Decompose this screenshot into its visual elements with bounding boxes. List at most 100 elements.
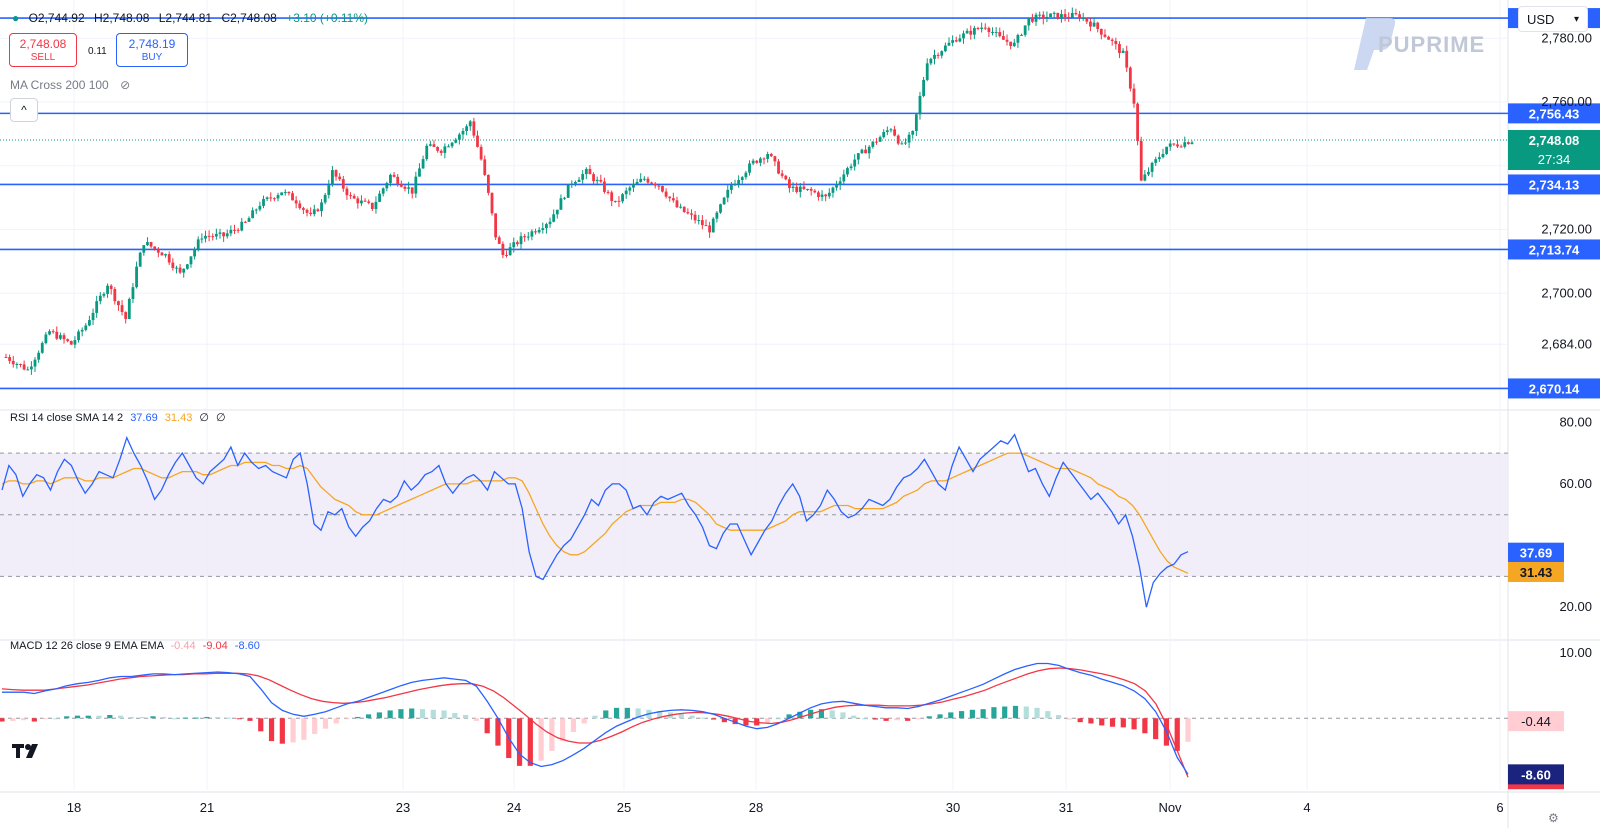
candle-body — [418, 168, 421, 177]
candle-body — [914, 114, 918, 131]
candle-body — [26, 369, 30, 371]
macd-hist-bar — [1142, 718, 1148, 734]
candle-body — [236, 229, 240, 231]
rsi-pane: 37.69 31.43 — [0, 433, 1564, 608]
candle-body — [77, 331, 80, 341]
candle-body — [780, 173, 784, 176]
candle-body — [1085, 17, 1089, 22]
macd-hist-bar — [1045, 711, 1051, 719]
macd-hist-bar — [1012, 705, 1019, 719]
time-tick-label: 18 — [67, 800, 81, 815]
candle-body — [918, 95, 922, 115]
candle-body — [791, 186, 795, 188]
macd-hist-bar — [711, 718, 717, 720]
candle-body — [809, 188, 813, 191]
macd-hist-bar — [797, 711, 803, 719]
macd-hist-bar — [0, 718, 5, 722]
candle-body — [106, 285, 109, 294]
candle-body — [120, 305, 124, 313]
candle-body — [1038, 14, 1042, 16]
candle-body — [853, 159, 857, 167]
candle-body — [214, 233, 218, 237]
candle-body — [1118, 44, 1121, 53]
candle-body — [773, 156, 777, 162]
rsi-tick-label: 80.00 — [1559, 414, 1592, 429]
candle-body — [189, 256, 193, 265]
macd-hist-bar — [980, 709, 986, 719]
candle-body — [109, 285, 113, 290]
candle-body — [160, 252, 164, 256]
candle-body — [399, 184, 403, 187]
sell-button[interactable]: 2,748.08 SELL — [9, 33, 77, 67]
candle-body — [722, 197, 726, 205]
price-tick-label: 2,780.00 — [1541, 30, 1592, 45]
macd-hist-bar — [969, 709, 975, 719]
candle-body — [893, 129, 896, 136]
last-price-tag — [1508, 129, 1600, 170]
ohlc-high: H2,748.08 — [93, 11, 150, 25]
candle-body — [592, 174, 595, 182]
candle-body — [497, 237, 501, 244]
macd-title: MACD 12 26 close 9 EMA EMA — [10, 640, 164, 652]
candle-body — [1089, 21, 1092, 27]
macd-hist-bar — [818, 709, 825, 719]
macd-hist-bar — [948, 712, 954, 719]
macd-hist-bar — [268, 718, 275, 742]
macd-hist-bar — [538, 718, 544, 761]
candle-body — [1070, 12, 1074, 18]
currency-select[interactable]: USD ▾ — [1518, 6, 1588, 32]
candle-body — [675, 200, 679, 208]
candle-body — [650, 182, 653, 184]
candle-body — [222, 232, 226, 237]
candle-body — [1034, 14, 1038, 22]
macd-hist-bar — [872, 718, 878, 720]
collapse-button[interactable]: ^ — [10, 98, 38, 122]
settings-gear-icon[interactable]: ⚙ — [1548, 811, 1559, 825]
candle-body — [33, 359, 37, 367]
candle-body — [827, 192, 831, 197]
ohlc-readout: ● O2,744.92 H2,748.08 L2,744.81 C2,748.0… — [12, 11, 374, 25]
candle-body — [682, 206, 686, 213]
candle-body — [856, 153, 860, 160]
macd-hist-bar — [516, 718, 523, 766]
candle-body — [813, 190, 817, 193]
candle-body — [1128, 67, 1132, 89]
macd-hist-tag — [1508, 711, 1564, 732]
macd-hist-bar — [613, 707, 620, 719]
candle-body — [574, 181, 577, 184]
macd-hist-bar — [31, 718, 37, 722]
macd-hist-bar — [215, 716, 221, 719]
candle-body — [795, 186, 799, 192]
candle-body — [472, 121, 476, 136]
candle-body — [1121, 50, 1125, 53]
candle-body — [454, 139, 458, 143]
candle-body — [766, 154, 770, 159]
candle-body — [940, 51, 944, 56]
level-tag — [1508, 174, 1600, 195]
macd-hist-bar — [225, 717, 232, 719]
macd-hist-bar — [689, 715, 695, 719]
candle-body — [907, 134, 911, 143]
candle-body — [820, 194, 824, 197]
candle-body — [1045, 16, 1049, 19]
candle-body — [439, 150, 443, 153]
candle-body — [958, 38, 962, 42]
candle-body — [817, 192, 820, 197]
candle-body — [204, 235, 207, 239]
candle-body — [849, 166, 853, 169]
macd-hist-bar — [365, 714, 372, 719]
candle-body — [1016, 35, 1020, 43]
candle-body — [668, 196, 672, 199]
candle-body — [367, 201, 371, 203]
candle-body — [998, 32, 1002, 37]
macd-hist-bar — [786, 714, 792, 719]
buy-button[interactable]: 2,748.19 BUY — [116, 33, 188, 67]
rsi-value-tag — [1508, 542, 1564, 563]
candle-body — [334, 170, 338, 177]
eye-hidden-icon[interactable]: ⊘ — [120, 78, 131, 92]
candle-body — [1041, 14, 1045, 19]
macd-hist-bar — [118, 715, 124, 719]
candle-body — [392, 174, 396, 177]
rsi-sma-value: 31.43 — [164, 412, 193, 424]
